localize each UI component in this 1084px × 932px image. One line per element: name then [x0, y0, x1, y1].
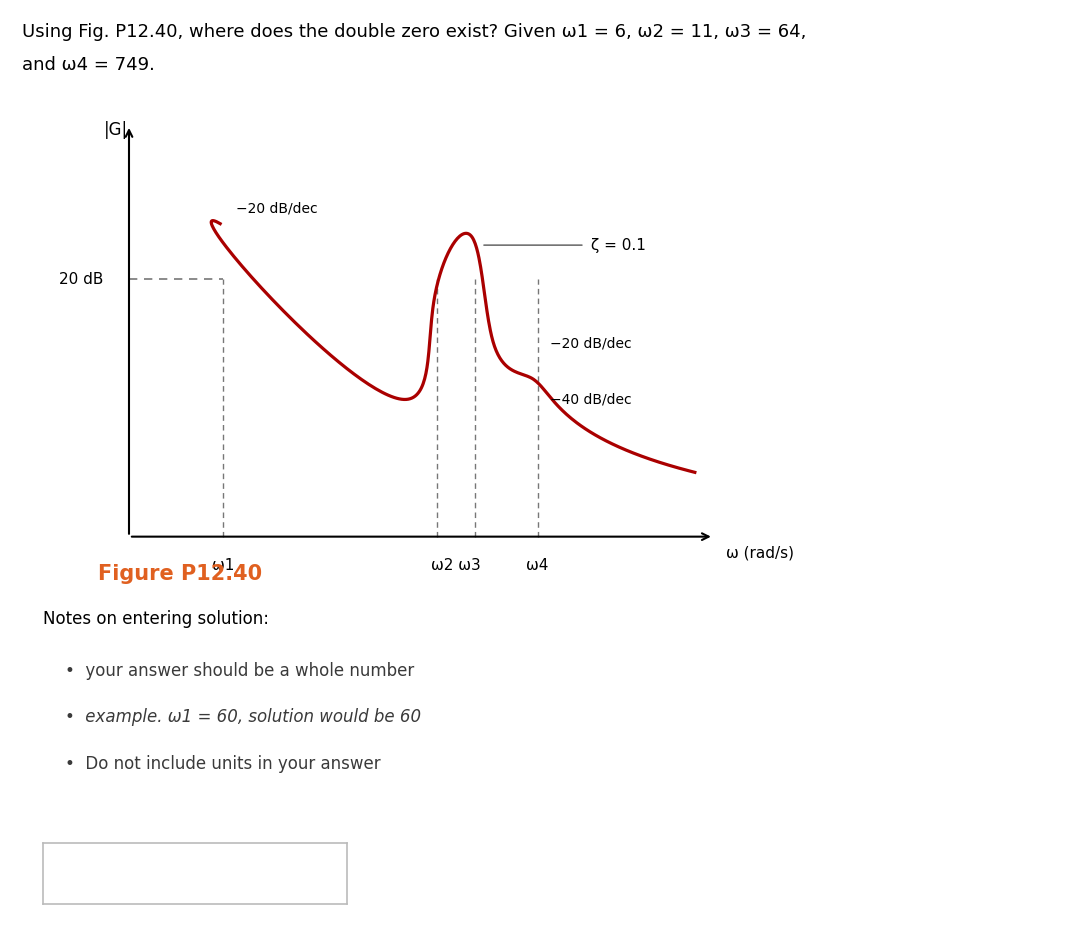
Text: Figure P12.40: Figure P12.40 [98, 564, 261, 583]
Text: |G|: |G| [104, 121, 129, 139]
Text: ω4: ω4 [527, 558, 549, 573]
Text: 20 dB: 20 dB [60, 272, 104, 287]
Text: ω1: ω1 [212, 558, 234, 573]
Text: ζ = 0.1: ζ = 0.1 [591, 238, 646, 253]
Text: −20 dB/dec: −20 dB/dec [236, 201, 318, 215]
Text: −40 dB/dec: −40 dB/dec [551, 392, 632, 406]
Text: ω2 ω3: ω2 ω3 [431, 558, 481, 573]
Text: •  Do not include units in your answer: • Do not include units in your answer [65, 755, 380, 773]
Text: Using Fig. P12.40, where does the double zero exist? Given ω1 = 6, ω2 = 11, ω3 =: Using Fig. P12.40, where does the double… [22, 23, 806, 41]
Text: −20 dB/dec: −20 dB/dec [551, 336, 632, 350]
Text: •  your answer should be a whole number: • your answer should be a whole number [65, 662, 414, 679]
Text: Notes on entering solution:: Notes on entering solution: [43, 610, 269, 628]
Text: and ω4 = 749.: and ω4 = 749. [22, 56, 155, 74]
Text: ω (rad/s): ω (rad/s) [726, 545, 795, 560]
Text: •  example. ω1 = 60, solution would be 60: • example. ω1 = 60, solution would be 60 [65, 708, 422, 726]
